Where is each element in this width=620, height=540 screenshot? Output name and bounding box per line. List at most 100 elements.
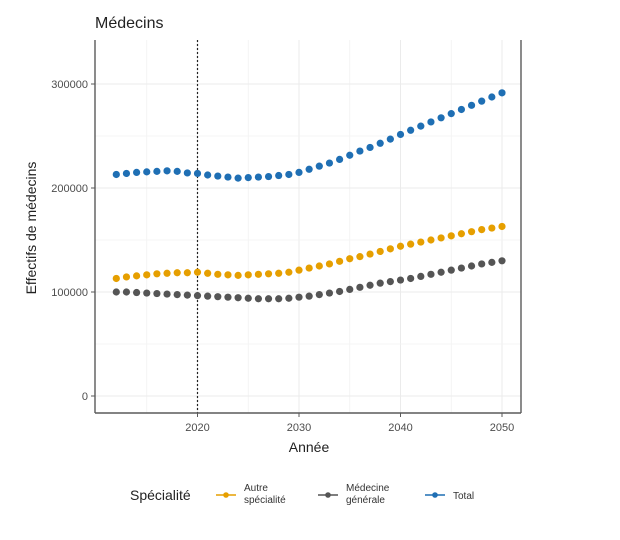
data-point (386, 245, 394, 253)
data-point (133, 168, 141, 176)
data-point (163, 269, 171, 277)
data-point (264, 270, 273, 278)
data-point (305, 264, 313, 272)
data-point (204, 269, 212, 277)
data-point (163, 290, 171, 298)
data-point (234, 271, 242, 279)
data-point (315, 291, 323, 299)
data-point (163, 167, 171, 175)
legend-key-point (432, 492, 438, 498)
data-point (396, 276, 405, 284)
legend-label: spécialité (244, 495, 286, 506)
data-point (467, 262, 476, 270)
data-point (396, 242, 405, 250)
data-point (264, 172, 273, 181)
data-point (467, 228, 476, 236)
data-point (295, 293, 303, 301)
grid (95, 40, 521, 413)
data-point (407, 240, 415, 248)
data-point (437, 114, 445, 122)
data-point (153, 167, 161, 175)
data-point (498, 89, 506, 97)
data-point (407, 274, 415, 283)
data-point (122, 169, 131, 178)
data-point (143, 289, 151, 297)
data-point (122, 288, 131, 296)
data-point (214, 270, 222, 278)
data-point (447, 232, 455, 240)
data-point (183, 269, 191, 277)
data-point (376, 279, 384, 287)
data-point (457, 105, 465, 114)
data-point (457, 264, 465, 272)
data-point (112, 274, 120, 283)
chart-title: Médecins (95, 15, 163, 32)
axes (94, 40, 522, 414)
data-point (488, 258, 496, 266)
data-point (244, 294, 252, 302)
data-point (346, 285, 354, 293)
data-point (427, 118, 435, 126)
data-point (133, 288, 141, 297)
data-point (488, 93, 496, 101)
data-point (112, 288, 120, 296)
data-point (325, 260, 334, 268)
legend-label: Médecine (346, 483, 390, 494)
data-point (122, 273, 131, 281)
data-point (133, 272, 141, 280)
data-point (478, 97, 486, 105)
data-point (315, 262, 323, 270)
data-point (224, 293, 232, 301)
data-point (143, 271, 151, 279)
x-axis-title: Année (289, 439, 330, 455)
legend-key-point (223, 492, 229, 498)
data-point (264, 295, 273, 303)
data-point (224, 173, 232, 181)
legend-label: Autre (244, 483, 268, 494)
data-point (336, 155, 344, 163)
data-point (214, 293, 222, 301)
data-point (193, 292, 202, 300)
y-axis-title: Effectifs de médecins (23, 162, 39, 295)
data-point (336, 287, 344, 296)
data-point (153, 270, 161, 278)
data-point (498, 257, 506, 265)
data-point (275, 171, 283, 180)
data-point (234, 294, 242, 302)
data-point (407, 126, 415, 134)
data-point (153, 289, 161, 298)
y-tick-label: 300000 (51, 79, 88, 91)
x-axis-ticks: 2020 2030 2040 2050 (185, 413, 514, 434)
data-point (356, 147, 364, 155)
series-m-decine-g-n-rale (112, 257, 506, 303)
data-point (173, 291, 181, 299)
data-point (478, 260, 486, 268)
data-points (112, 89, 506, 303)
data-point (285, 268, 293, 276)
data-point (396, 130, 405, 139)
data-point (183, 169, 191, 177)
data-point (305, 165, 313, 173)
data-point (234, 174, 242, 182)
data-point (437, 268, 445, 276)
data-point (224, 271, 232, 279)
data-point (204, 171, 212, 179)
data-point (254, 295, 262, 303)
data-point (356, 253, 364, 261)
data-point (244, 174, 252, 182)
data-point (295, 266, 303, 274)
data-point (254, 173, 262, 181)
data-point (417, 272, 425, 280)
data-point (488, 224, 496, 232)
x-tick-label: 2050 (490, 422, 514, 434)
data-point (193, 268, 202, 276)
data-point (244, 271, 252, 279)
data-point (376, 139, 384, 147)
data-point (285, 170, 293, 179)
data-point (386, 278, 394, 286)
data-point (346, 255, 354, 263)
